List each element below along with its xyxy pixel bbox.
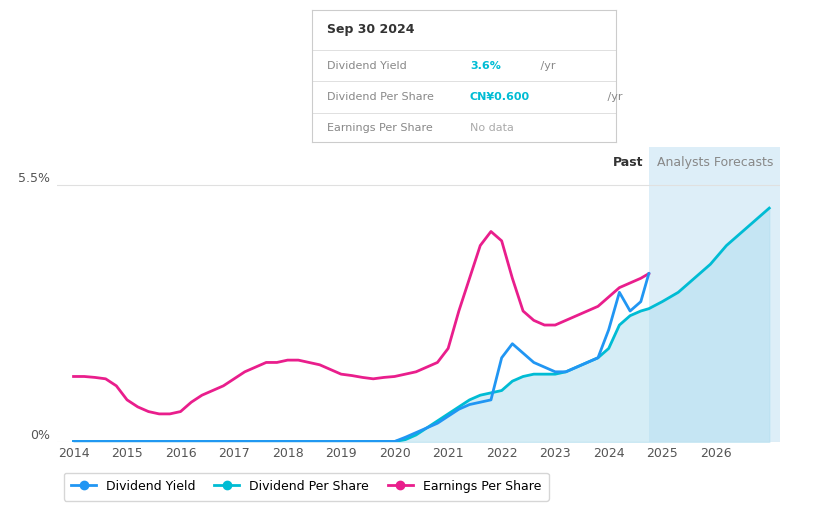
Text: /yr: /yr [603, 92, 622, 102]
Text: 0%: 0% [30, 429, 50, 442]
Text: Dividend Per Share: Dividend Per Share [327, 92, 434, 102]
Text: Past: Past [613, 156, 644, 169]
Text: 5.5%: 5.5% [18, 172, 50, 185]
Text: Analysts Forecasts: Analysts Forecasts [657, 156, 773, 169]
Text: 3.6%: 3.6% [470, 60, 501, 71]
Legend: Dividend Yield, Dividend Per Share, Earnings Per Share: Dividend Yield, Dividend Per Share, Earn… [64, 472, 549, 500]
Text: /yr: /yr [537, 60, 555, 71]
Text: Dividend Yield: Dividend Yield [327, 60, 407, 71]
Text: CN¥0.600: CN¥0.600 [470, 92, 530, 102]
Bar [649, 147, 780, 442]
Text: Earnings Per Share: Earnings Per Share [327, 123, 433, 133]
Text: No data: No data [470, 123, 514, 133]
Text: Sep 30 2024: Sep 30 2024 [327, 23, 415, 37]
